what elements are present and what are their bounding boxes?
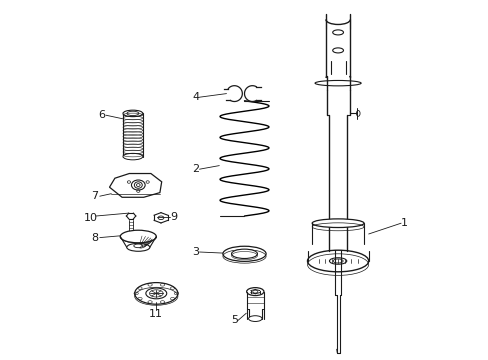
Ellipse shape: [123, 110, 142, 117]
Ellipse shape: [120, 230, 156, 243]
Ellipse shape: [307, 250, 368, 272]
Ellipse shape: [134, 182, 142, 188]
Ellipse shape: [332, 48, 343, 53]
Text: 11: 11: [149, 309, 163, 319]
Ellipse shape: [145, 288, 166, 299]
Ellipse shape: [134, 283, 178, 304]
Ellipse shape: [131, 180, 145, 190]
Ellipse shape: [246, 288, 264, 296]
Text: 9: 9: [170, 212, 178, 222]
Ellipse shape: [126, 243, 149, 251]
Ellipse shape: [332, 30, 343, 35]
Text: 4: 4: [192, 92, 199, 102]
Ellipse shape: [314, 81, 361, 86]
Ellipse shape: [248, 316, 262, 321]
Text: 7: 7: [91, 191, 99, 201]
Text: 5: 5: [230, 315, 237, 325]
Ellipse shape: [311, 219, 363, 228]
Text: 6: 6: [99, 110, 105, 120]
Text: 3: 3: [192, 247, 199, 257]
Ellipse shape: [329, 258, 346, 264]
Text: 2: 2: [192, 164, 199, 174]
Ellipse shape: [223, 246, 265, 261]
Text: 1: 1: [400, 218, 407, 228]
Ellipse shape: [231, 249, 257, 258]
Text: 8: 8: [91, 233, 99, 243]
Ellipse shape: [123, 153, 142, 160]
Text: 10: 10: [84, 213, 98, 223]
Polygon shape: [109, 174, 162, 197]
